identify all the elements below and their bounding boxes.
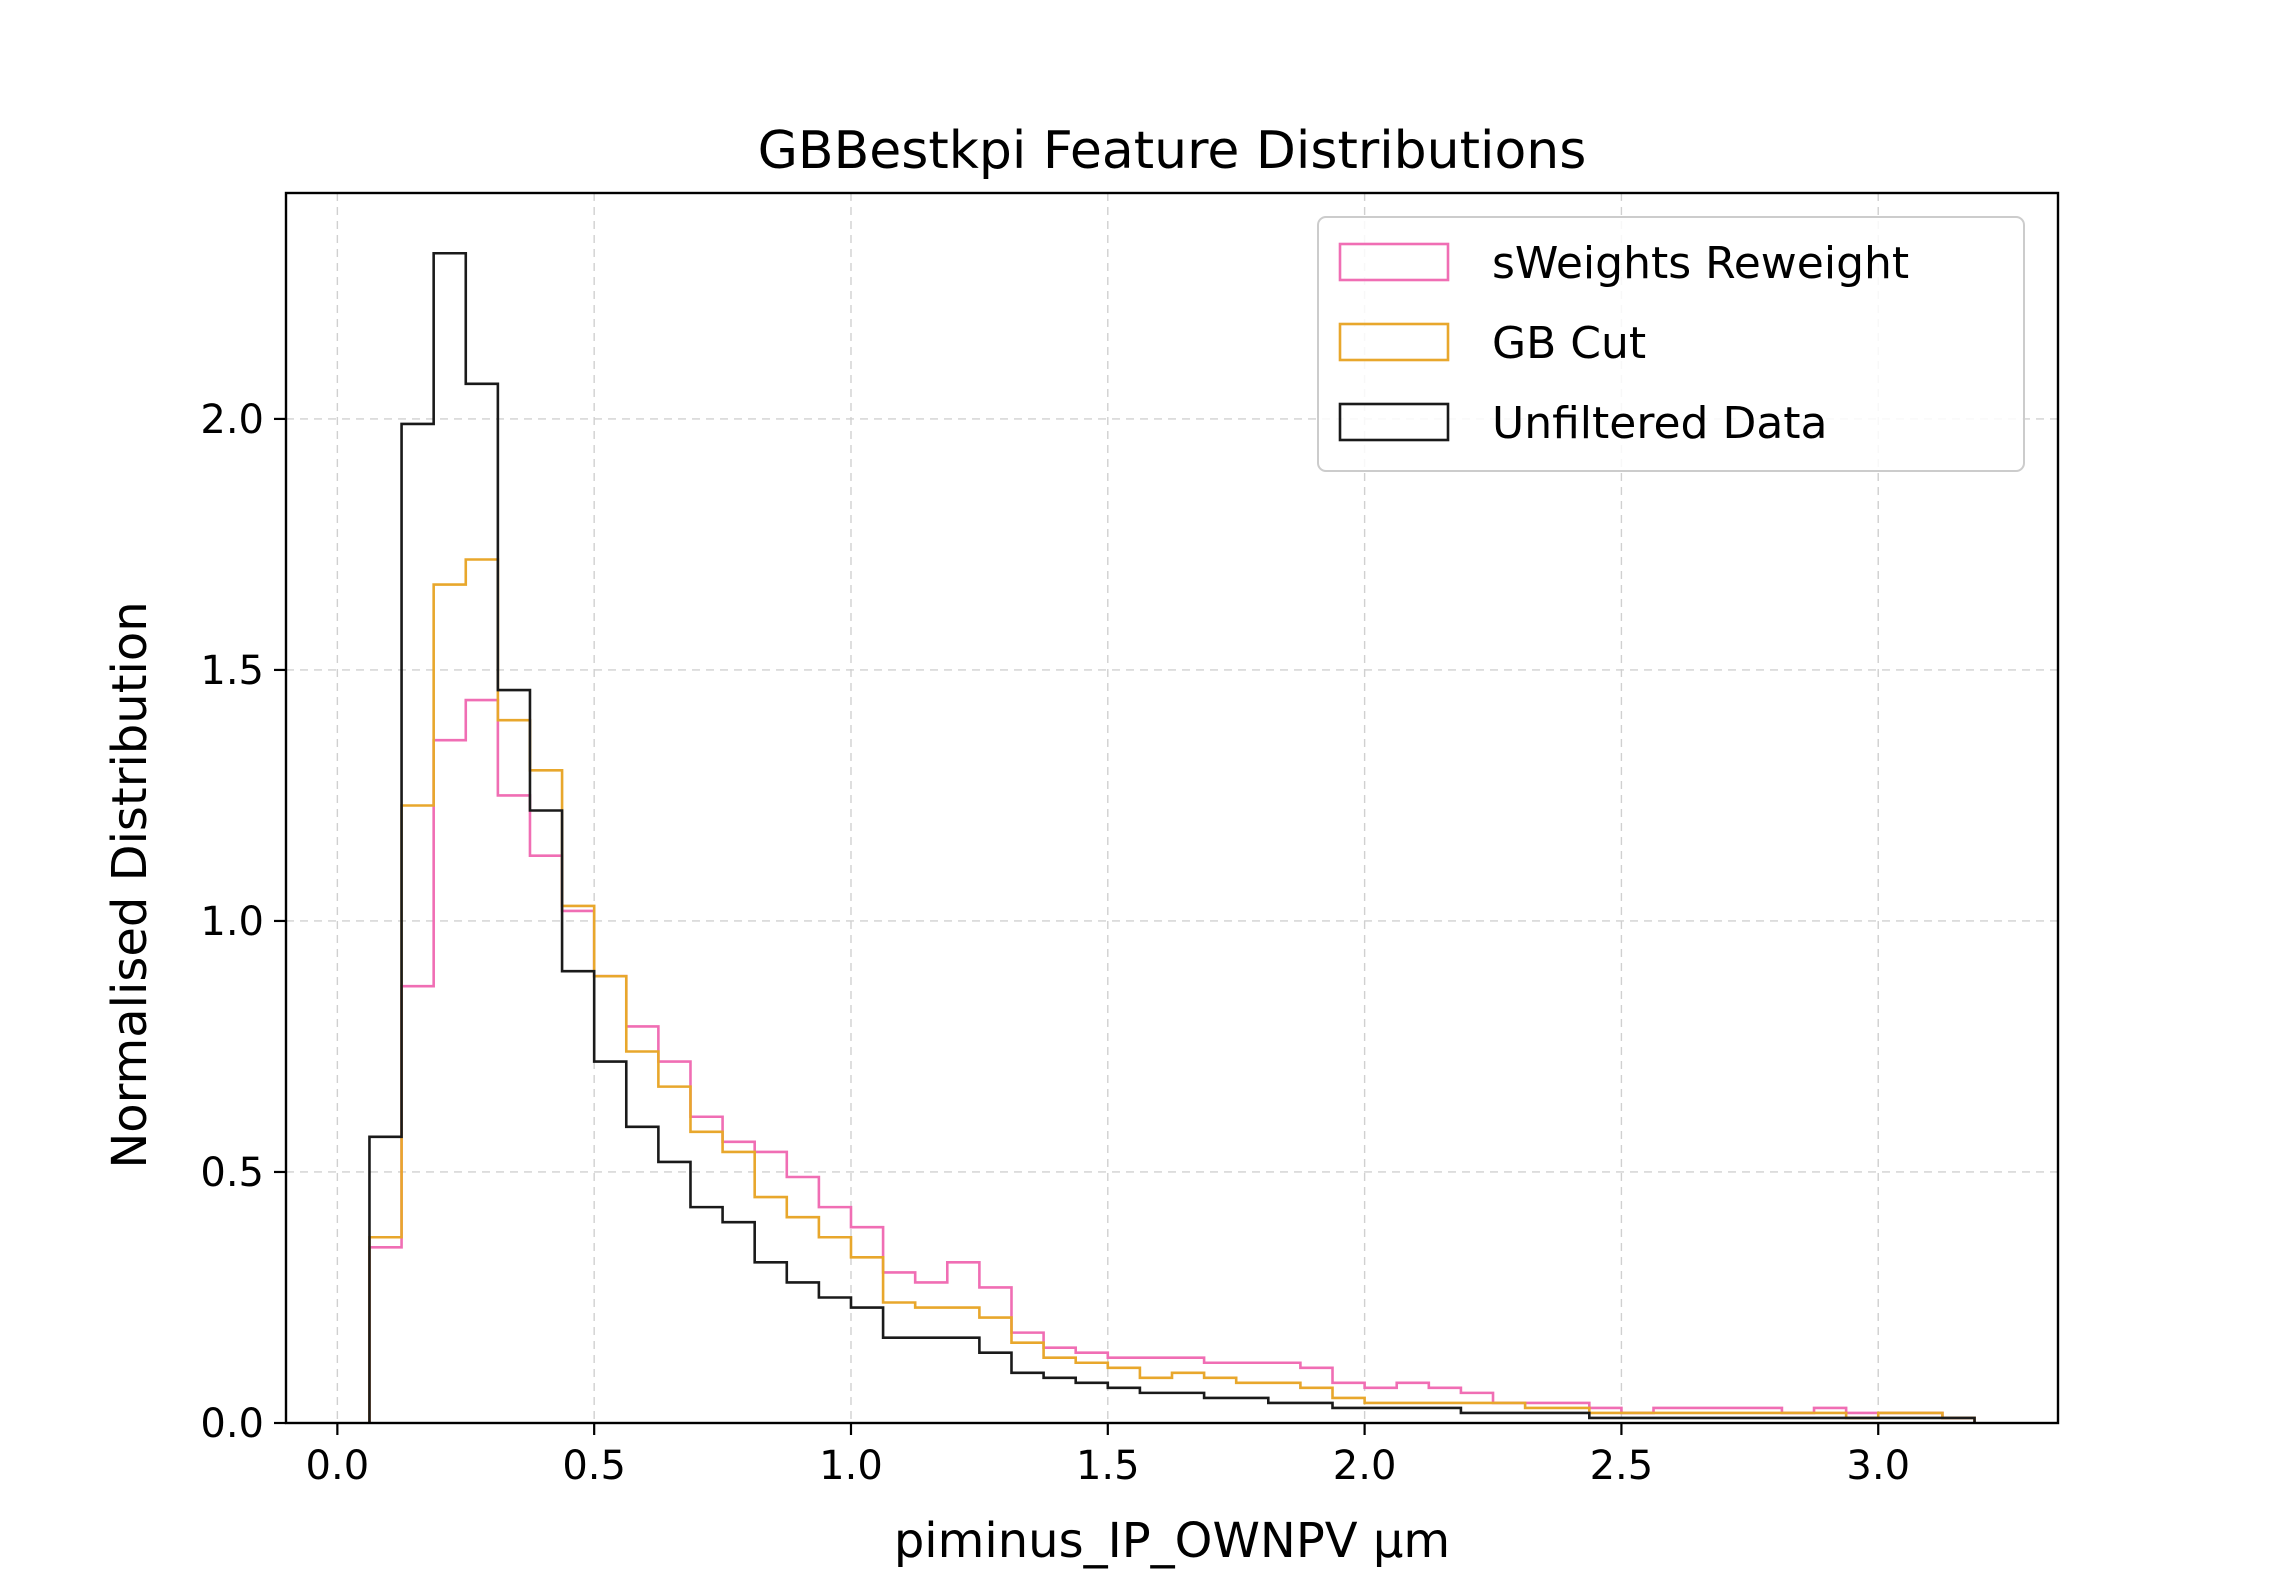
y-tick-label: 0.5 <box>200 1150 264 1196</box>
y-axis-ticks: 0.0 0.5 1.0 1.5 2.0 <box>200 397 286 1447</box>
x-tick-label: 1.5 <box>1076 1443 1140 1489</box>
x-tick-label: 3.0 <box>1846 1443 1910 1489</box>
legend-items: sWeights Reweight GB Cut Unfiltered Data <box>1338 238 1909 449</box>
series-gb-cut-step-line <box>368 558 1976 1423</box>
legend-frame <box>1317 216 2025 472</box>
y-tick-label: 1.0 <box>200 899 264 945</box>
legend: sWeights Reweight GB Cut Unfiltered Data <box>1317 216 2025 472</box>
legend-label-unfiltered-data: Unfiltered Data <box>1492 398 1828 449</box>
x-axis-label: piminus_IP_OWNPV µm <box>894 1513 1450 1569</box>
series-layer <box>368 251 1976 1423</box>
y-axis-label: Normalised Distribution <box>102 601 158 1168</box>
x-tick-label: 1.0 <box>819 1443 883 1489</box>
x-axis-ticks: 0.0 0.5 1.0 1.5 2.0 2.5 3.0 <box>306 1423 1910 1489</box>
x-tick-label: 2.5 <box>1590 1443 1654 1489</box>
legend-label-sweights-reweight: sWeights Reweight <box>1492 238 1909 289</box>
y-tick-label: 0.0 <box>200 1401 264 1447</box>
y-tick-label: 2.0 <box>200 397 264 443</box>
y-tick-label: 1.5 <box>200 648 264 694</box>
x-tick-label: 0.0 <box>306 1443 370 1489</box>
chart-title: GBBestkpi Feature Distributions <box>758 121 1587 181</box>
plot-frame <box>284 191 2060 1425</box>
legend-swatch-sweights-reweight <box>1338 242 1450 282</box>
x-tick-label: 0.5 <box>562 1443 626 1489</box>
legend-swatch-unfiltered-data <box>1338 402 1450 442</box>
series-unfiltered-data-step-line <box>368 251 1976 1423</box>
x-tick-label: 2.0 <box>1333 1443 1397 1489</box>
legend-swatch-gb-cut <box>1338 322 1450 362</box>
legend-label-gb-cut: GB Cut <box>1492 318 1646 369</box>
